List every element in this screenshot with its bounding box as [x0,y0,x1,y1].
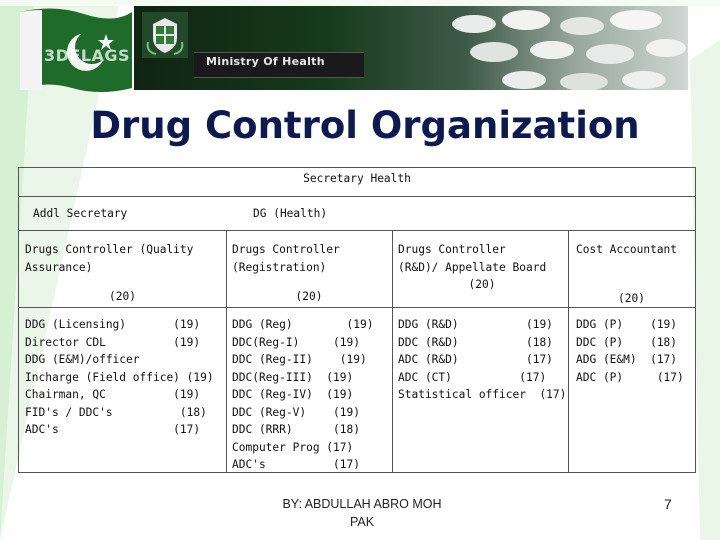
list-item: ADC's (17) [25,423,201,436]
list-item: DDC (Reg-II) (19) [232,353,367,366]
list-item: Incharge (Field office) (19) [25,370,214,384]
node-addl-secretary: Addl Secretary [33,207,128,220]
list-item: DDC(Reg-I) (19) [232,335,360,349]
heading-line: (Registration) [232,260,327,274]
pakistan-flag: 3DFLAGS [14,4,134,104]
flag-icon [20,8,132,93]
watermark-text: 3DFLAGS [44,46,131,65]
heading-line: Cost Accountant [576,243,678,256]
banner-title: Ministry Of Health [206,55,325,68]
state-emblem-icon [142,12,188,58]
grade-label: (20) [468,278,496,291]
row-divider [19,196,695,197]
list-item: ADC (R&D) (17) [398,353,553,366]
list-item: ADG (E&M) (17) [576,353,678,366]
column-items-quality-assurance: DDG (Licensing) (19) Director CDL (19) D… [25,316,225,439]
list-item: DDC (P) (18) [576,335,678,349]
heading-line: Assurance) [25,260,93,274]
heading-line: Drugs Controller [232,243,340,256]
column-heading-quality-assurance: Drugs Controller (Quality Assurance) [25,241,223,276]
grade-label: (20) [295,290,323,303]
list-item: ADC's (17) [232,458,360,471]
list-item: Statistical officer (17) [398,388,567,401]
page-number: 7 [664,496,672,512]
column-heading-cost-accountant: Cost Accountant [576,241,694,259]
org-chart-table: Secretary Health Addl Secretary DG (Heal… [18,167,696,473]
column-heading-rnd-appellate: Drugs Controller (R&D)/ Appellate Board … [398,241,566,294]
row-divider [19,230,695,231]
footer-credit: BY: ABDULLAH ABRO MOH PAK [252,495,472,531]
heading-line: (R&D)/ Appellate Board [398,260,547,274]
list-item: DDC (Reg-IV) (19) [232,388,354,401]
heading-line: Drugs Controller (Quality [25,243,194,256]
list-item: DDC(Reg-III) (19) [232,370,354,384]
grade-label: (20) [109,290,136,303]
list-item: ADC (P) (17) [576,370,684,384]
node-dg-health: DG (Health) [253,207,328,220]
column-divider [226,230,227,472]
list-item: Chairman, QC (19) [25,388,201,401]
column-items-cost-accountant: DDG (P) (19) DDC (P) (18) ADG (E&M) (17)… [576,316,694,386]
column-divider [392,230,393,472]
footer-credit-line: BY: ABDULLAH ABRO MOH [282,497,442,511]
ministry-banner: Ministry Of Health [134,6,688,90]
list-item: DDG (P) (19) [576,318,678,331]
list-item: DDC (R&D) (18) [398,335,553,349]
page-title: Drug Control Organization [90,104,640,147]
column-divider [568,230,569,472]
list-item: DDC (Reg-V) (19) [232,405,360,419]
grade-label: (20) [618,292,645,305]
list-item: DDG (Reg) (19) [232,318,374,331]
banner-band [194,52,364,78]
list-item: Computer Prog (17) [232,440,354,454]
pills-image [452,10,686,90]
list-item: ADC (CT) (17) [398,370,547,384]
list-item: DDG (Licensing) (19) [25,318,201,331]
list-item: DDG (R&D) (19) [398,318,553,331]
list-item: DDG (E&M)/officer [25,353,140,366]
list-item: DDC (RRR) (18) [232,423,360,436]
top-node-secretary: Secretary Health [303,172,411,185]
list-item: FID's / DDC's (18) [25,405,207,419]
row-divider [19,307,695,308]
column-heading-registration: Drugs Controller (Registration) [232,241,390,276]
footer-credit-line: PAK [349,515,375,529]
column-items-rnd-appellate: DDG (R&D) (19) DDC (R&D) (18) ADC (R&D) … [398,316,566,404]
heading-line: Drugs Controller [398,243,506,256]
column-items-registration: DDG (Reg) (19) DDC(Reg-I) (19) DDC (Reg-… [232,316,390,474]
list-item: Director CDL (19) [25,335,201,349]
